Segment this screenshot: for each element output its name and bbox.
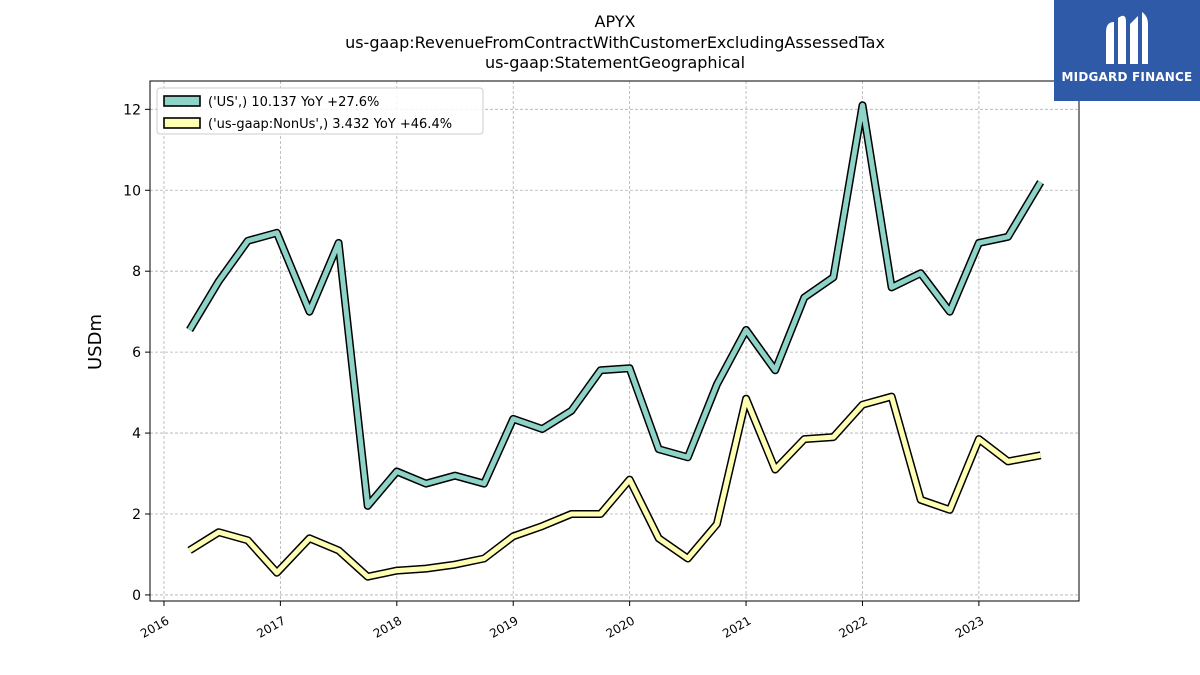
- x-tick-label: 2023: [953, 613, 986, 640]
- series-1-outline: [186, 101, 1045, 510]
- x-tick-label: 2021: [720, 613, 753, 640]
- legend-swatch-2: [163, 117, 201, 129]
- logo-text: MIDGARD FINANCE: [1061, 70, 1193, 84]
- x-tick-label: 2022: [837, 613, 870, 640]
- y-tick-label: 6: [132, 345, 141, 361]
- logo-mark-icon: [1106, 12, 1148, 64]
- chart-title: APYX us-gaap:RevenueFromContractWithCust…: [345, 12, 885, 72]
- series-1-line: [187, 102, 1043, 509]
- y-axis-label: USDm: [85, 314, 106, 370]
- x-tick-label: 2019: [487, 613, 520, 640]
- title-line-2: us-gaap:RevenueFromContractWithCustomerE…: [345, 33, 885, 52]
- y-tick-label: 8: [132, 264, 141, 280]
- x-tick-label: 2017: [254, 613, 287, 640]
- x-tick-label: 2020: [604, 613, 637, 640]
- y-tick-label: 12: [123, 102, 141, 118]
- y-tick-label: 10: [123, 183, 141, 199]
- y-tick-label: 4: [132, 426, 141, 442]
- legend-swatch-1: [163, 95, 201, 107]
- series-2-outline: [187, 392, 1042, 581]
- plot-frame: [149, 80, 1080, 602]
- legend-label-1: ('US',) 10.137 YoY +27.6%: [208, 95, 379, 110]
- legend-box: [156, 87, 484, 135]
- midgard-finance-logo: MIDGARD FINANCE: [1054, 0, 1200, 101]
- x-axis: 2016 2017 2018 2019 2020 2021 2022 2023: [138, 601, 986, 641]
- y-tick-label: 0: [132, 588, 141, 604]
- y-tick-label: 2: [132, 507, 141, 523]
- grid: [150, 81, 1079, 601]
- x-tick-label: 2018: [371, 613, 404, 640]
- series-lines: [186, 101, 1045, 581]
- legend-label-2: ('us-gaap:NonUs',) 3.432 YoY +46.4%: [208, 117, 452, 132]
- y-axis: 0 2 4 6 8 10 12: [123, 102, 150, 604]
- x-tick-label: 2016: [138, 613, 171, 640]
- legend: ('US',) 10.137 YoY +27.6% ('us-gaap:NonUs…: [156, 87, 484, 135]
- title-line-1: APYX: [595, 12, 636, 31]
- title-line-3: us-gaap:StatementGeographical: [485, 53, 745, 72]
- series-2-line: [188, 394, 1042, 580]
